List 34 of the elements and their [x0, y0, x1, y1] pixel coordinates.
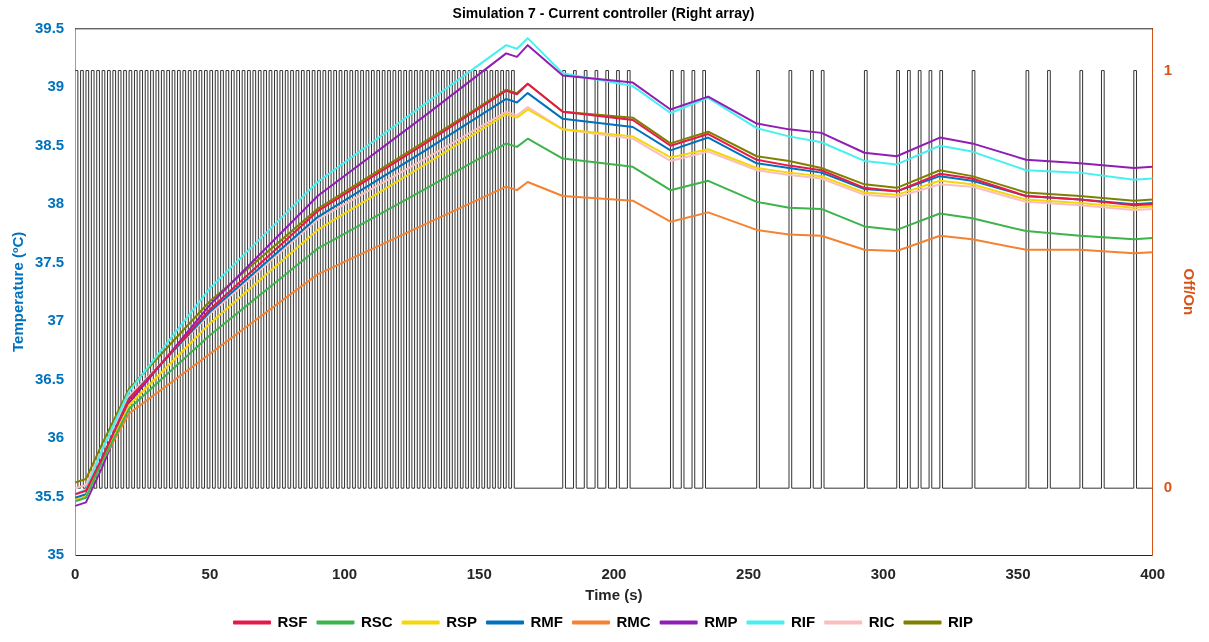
x-tick-label: 350 [1005, 565, 1031, 583]
y2-tick-label: 1 [1163, 60, 1172, 78]
y-tick-label: 38 [47, 194, 65, 212]
legend-label: RIF [791, 612, 816, 630]
x-tick-label: 400 [1140, 565, 1166, 583]
x-tick-label: 250 [736, 565, 762, 583]
legend-label: RMC [616, 612, 651, 630]
legend-label: RMP [704, 612, 738, 630]
y-tick-label: 38.5 [34, 135, 65, 153]
x-tick-label: 150 [466, 565, 492, 583]
y-tick-label: 36.5 [34, 369, 65, 387]
y-tick-label: 39.5 [34, 18, 65, 36]
legend-label: RIP [947, 612, 974, 630]
y-tick-label: 36 [47, 428, 65, 446]
y-tick-label: 37.5 [34, 252, 65, 270]
x-tick-label: 50 [201, 565, 219, 583]
x-tick-label: 300 [870, 565, 896, 583]
y-tick-label: 35 [47, 545, 65, 563]
y-axis-title: Temperature (ºC) [9, 231, 27, 353]
y-tick-label: 37 [47, 311, 65, 329]
y-tick-label: 35.5 [34, 486, 65, 504]
x-tick-label: 100 [332, 565, 358, 583]
legend-label: RMF [530, 612, 564, 630]
x-tick-label: 200 [601, 565, 627, 583]
y2-tick-label: 0 [1163, 478, 1172, 496]
y-tick-label: 39 [47, 77, 65, 95]
chart-title: Simulation 7 - Current controller (Right array) [452, 5, 755, 22]
legend-label: RSF [277, 612, 308, 630]
legend-label: RSC [361, 612, 393, 630]
legend-label: RSP [446, 612, 478, 630]
y2-axis-title: Off/On [1180, 268, 1198, 316]
x-tick-label: 0 [71, 565, 80, 583]
x-axis-title: Time (s) [585, 586, 643, 604]
legend-label: RIC [868, 612, 895, 630]
